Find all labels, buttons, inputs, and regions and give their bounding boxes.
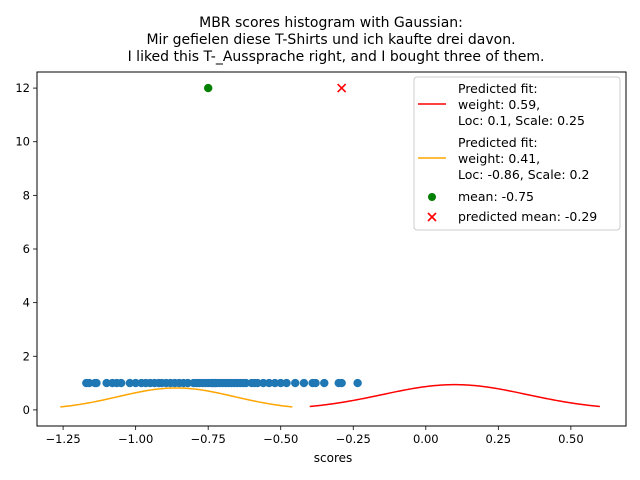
y-tick-label: 10: [15, 135, 30, 149]
legend-predicted-mean-marker: [427, 212, 437, 222]
fit-curve-red: [309, 383, 600, 408]
y-axis-ticks: 0 2 4 6 8 10 12: [15, 81, 37, 417]
x-tick-label: 0.00: [413, 432, 439, 446]
legend-entry-1-line-1: Predicted fit:: [458, 81, 538, 96]
score-point: [183, 378, 193, 388]
y-tick-label: 2: [23, 349, 30, 363]
score-point: [264, 378, 274, 388]
legend-box: [413, 76, 621, 231]
score-point: [102, 378, 111, 388]
x-tick-label: −1.25: [45, 432, 80, 446]
legend-entry-1-line-3: Loc: 0.1, Scale: 0.25: [458, 113, 585, 128]
predicted-mean-stroke: [337, 83, 347, 93]
legend-mean-marker: [428, 193, 436, 201]
score-point: [311, 378, 320, 388]
fit-curve-orange: [60, 387, 293, 408]
legend-entry-2-line-1: Predicted fit:: [458, 135, 538, 150]
x-tick-label: 0.50: [558, 432, 584, 446]
axes-frame: [36, 71, 627, 427]
score-point: [125, 378, 135, 388]
chart-title: MBR scores histogram with Gaussian: Mir …: [128, 15, 545, 65]
score-point: [85, 378, 94, 388]
score-point: [337, 378, 346, 388]
y-tick-label: 6: [23, 242, 30, 256]
y-tick-label: 4: [23, 296, 30, 310]
score-point: [299, 378, 309, 388]
legend: Predicted fit: weight: 0.59, Loc: 0.1, S…: [413, 76, 621, 231]
score-point: [353, 378, 362, 388]
y-tick-label: 12: [15, 81, 30, 95]
score-point: [320, 378, 329, 388]
score-point: [259, 378, 268, 388]
x-tick-label: −0.50: [263, 432, 298, 446]
score-point: [291, 378, 300, 388]
legend-entry-2-line-2: weight: 0.41,: [458, 151, 540, 166]
legend-mean-label: mean: -0.75: [458, 189, 534, 204]
predicted-mean-marker: [337, 83, 347, 93]
x-axis-ticks: −1.25 −1.00 −0.75 −0.50 −0.25 0.00 0.25 0.50: [45, 426, 584, 446]
x-axis-label: scores: [314, 451, 353, 465]
score-point: [253, 378, 262, 388]
legend-entry-1-line-2: weight: 0.59,: [458, 97, 540, 112]
score-point: [241, 378, 251, 388]
mean-marker: [203, 83, 213, 93]
legend-entry-2-line-3: Loc: -0.86, Scale: 0.2: [458, 167, 589, 182]
title-line-2: Mir gefielen diese T-Shirts und ich kauf…: [146, 32, 515, 48]
legend-predicted-mean-stroke: [427, 212, 437, 222]
score-point: [270, 378, 280, 388]
x-tick-label: −0.75: [191, 432, 226, 446]
title-line-1: MBR scores histogram with Gaussian:: [199, 15, 463, 31]
score-point: [116, 378, 126, 388]
x-tick-label: −0.25: [336, 432, 371, 446]
x-tick-label: 0.25: [486, 432, 512, 446]
y-tick-label: 8: [23, 188, 30, 202]
score-point: [92, 378, 101, 388]
y-tick-label: 0: [23, 403, 30, 417]
score-point: [282, 378, 291, 388]
score-point: [131, 378, 140, 388]
score-point: [276, 378, 285, 388]
plot-area: [60, 83, 600, 408]
x-tick-label: −1.00: [118, 432, 153, 446]
legend-predicted-mean-label: predicted mean: -0.29: [458, 209, 597, 224]
title-line-3: I liked this T-_Aussprache right, and I …: [128, 49, 545, 65]
